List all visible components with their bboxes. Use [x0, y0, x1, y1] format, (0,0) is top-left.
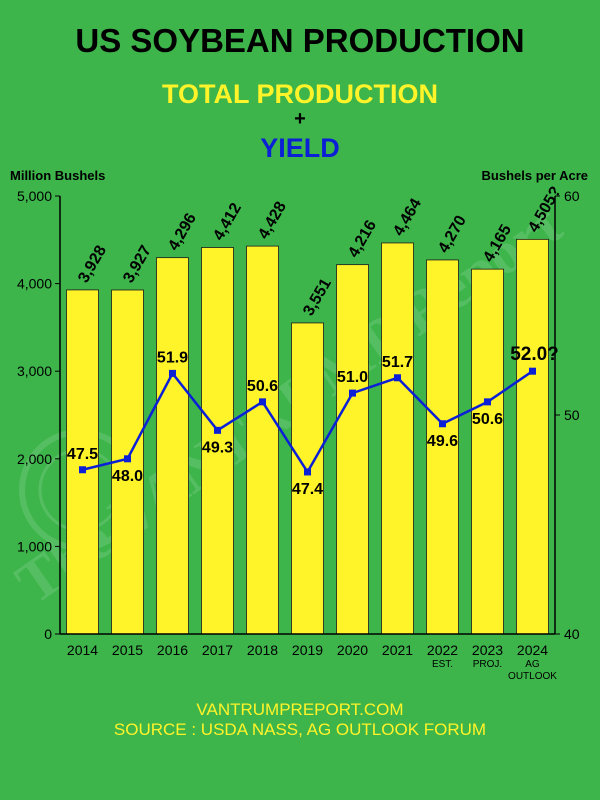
bar-2020: [336, 264, 369, 635]
yield-label-2014: 47.5: [67, 446, 98, 463]
yield-label-2024: 52.0?: [510, 344, 559, 365]
yield-label-2019: 47.4: [292, 481, 323, 498]
yield-label-2021: 51.7: [382, 354, 413, 371]
yield-point-2023: [484, 398, 491, 406]
bar-2024: [516, 238, 549, 635]
yield-point-2021: [394, 374, 401, 382]
yield-point-2014: [79, 466, 86, 474]
x-tick-sublabel: OUTLOOK: [508, 671, 557, 682]
bar-2018: [246, 245, 279, 635]
bar-2022: [426, 259, 459, 635]
subtitle-plus: +: [294, 108, 306, 130]
bar-label-2017: 4,412: [210, 200, 245, 243]
x-tick-label-2023: 2023: [472, 642, 503, 658]
bar-2014: [66, 289, 99, 635]
yield-point-2017: [214, 426, 221, 434]
yield-label-2022: 49.6: [427, 433, 458, 450]
x-tick-label-2022: 2022: [427, 642, 458, 658]
left-axis-title: Million Bushels: [10, 168, 105, 183]
bar-2023: [471, 268, 504, 635]
yield-point-2020: [349, 389, 356, 397]
bar-label-2019: 3,551: [300, 276, 335, 319]
yield-label-2016: 51.9: [157, 349, 188, 366]
subtitle-yield: YIELD: [260, 133, 340, 163]
axes-layer: 0 1,000 2,000 3,000 4,000 5,000 40 50 60 Million …: [10, 168, 588, 682]
left-tick-label: 3,000: [17, 363, 52, 379]
bar-label-2014: 3,928: [75, 243, 110, 286]
bar-label-2018: 4,428: [255, 199, 290, 242]
left-tick-label: 5,000: [17, 188, 52, 204]
yield-label-2015: 48.0: [112, 468, 143, 485]
yield-point-2024: [529, 367, 536, 375]
subtitle-total-production: TOTAL PRODUCTION: [162, 79, 438, 109]
yield-point-2016: [169, 369, 176, 377]
x-tick-label-2014: 2014: [67, 642, 98, 658]
bar-label-2016: 4,296: [165, 210, 200, 253]
footer-source: SOURCE : USDA NASS, AG OUTLOOK FORUM: [113, 720, 487, 739]
x-tick-label-2015: 2015: [112, 642, 143, 658]
right-tick-label: 60: [564, 188, 580, 204]
yield-point-2019: [304, 468, 311, 476]
yield-line-layer: [79, 367, 536, 476]
x-tick-label-2021: 2021: [382, 642, 413, 658]
chart-title: US SOYBEAN PRODUCTION: [75, 22, 525, 59]
left-tick-label: 2,000: [17, 451, 52, 467]
bars-layer: [66, 238, 549, 635]
x-tick-sublabel: AG: [525, 659, 540, 670]
bar-2019: [291, 322, 324, 635]
footer-site: VANTRUMPREPORT.COM: [196, 700, 404, 719]
right-tick-label: 50: [564, 407, 580, 423]
bar-2016: [156, 257, 189, 635]
yield-point-2022: [439, 420, 446, 428]
x-tick-label-2019: 2019: [292, 642, 323, 658]
yield-label-2023: 50.6: [472, 411, 503, 428]
bar-label-2021: 4,464: [390, 196, 425, 239]
yield-label-2017: 49.3: [202, 439, 233, 456]
bar-2021: [381, 242, 414, 635]
x-tick-sublabel: PROJ.: [473, 659, 502, 670]
x-tick-label-2016: 2016: [157, 642, 188, 658]
bar-2017: [201, 247, 234, 635]
yield-label-2020: 51.0: [337, 369, 368, 386]
x-tick-label-2024: 2024: [517, 642, 548, 658]
x-tick-label-2018: 2018: [247, 642, 278, 658]
left-tick-label: 4,000: [17, 276, 52, 292]
yield-point-2018: [259, 398, 266, 406]
x-tick-sublabel: EST.: [432, 659, 453, 670]
yield-point-2015: [124, 455, 131, 463]
left-tick-label: 0: [44, 626, 52, 642]
bar-label-2015: 3,927: [120, 243, 155, 286]
right-tick-label: 40: [564, 626, 580, 642]
yield-label-2018: 50.6: [247, 378, 278, 395]
right-axis-title: Bushels per Acre: [482, 168, 588, 183]
left-tick-label: 1,000: [17, 538, 52, 554]
x-tick-label-2017: 2017: [202, 642, 233, 658]
x-tick-label-2020: 2020: [337, 642, 368, 658]
bar-label-2020: 4,216: [345, 217, 380, 260]
